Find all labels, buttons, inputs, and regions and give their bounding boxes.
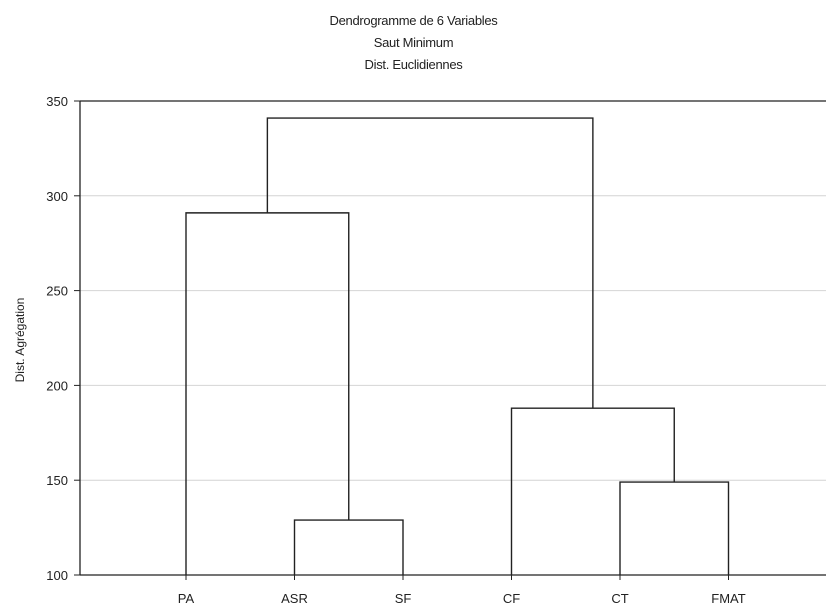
dendrogram-merge — [619, 481, 730, 575]
dendrogram-branches — [185, 117, 730, 575]
y-tick-label: 250 — [46, 284, 68, 299]
y-tick-label: 150 — [46, 473, 68, 488]
y-tick-label: 350 — [46, 94, 68, 109]
x-axis-leaf-labels: PA ASR SF CF CT FMAT — [178, 575, 746, 606]
chart-title: Dendrogramme de 6 Variables — [329, 13, 498, 28]
leaf-label: CF — [503, 591, 520, 606]
chart-subtitle-method: Saut Minimum — [373, 35, 454, 50]
dendrogram-merge — [293, 519, 404, 575]
leaf-label: SF — [395, 591, 412, 606]
y-tick-label: 300 — [46, 189, 68, 204]
leaf-label: CT — [611, 591, 628, 606]
leaf-label: ASR — [281, 591, 308, 606]
y-axis-label: Dist. Agrégation — [13, 298, 27, 383]
plot-frame — [79, 100, 826, 576]
dendrogram-merge — [510, 407, 675, 575]
y-tick-label: 100 — [46, 568, 68, 583]
y-tick-label: 200 — [46, 378, 68, 393]
leaf-label: PA — [178, 591, 195, 606]
chart-subtitle-distance: Dist. Euclidiennes — [364, 57, 463, 72]
chart-title-block: Dendrogramme de 6 Variables Saut Minimum… — [0, 10, 827, 76]
dendrogram-merge — [266, 117, 594, 409]
y-axis-ticks: 100 150 200 250 300 350 — [46, 94, 80, 583]
grid-lines — [80, 100, 826, 481]
leaf-label: FMAT — [711, 591, 745, 606]
